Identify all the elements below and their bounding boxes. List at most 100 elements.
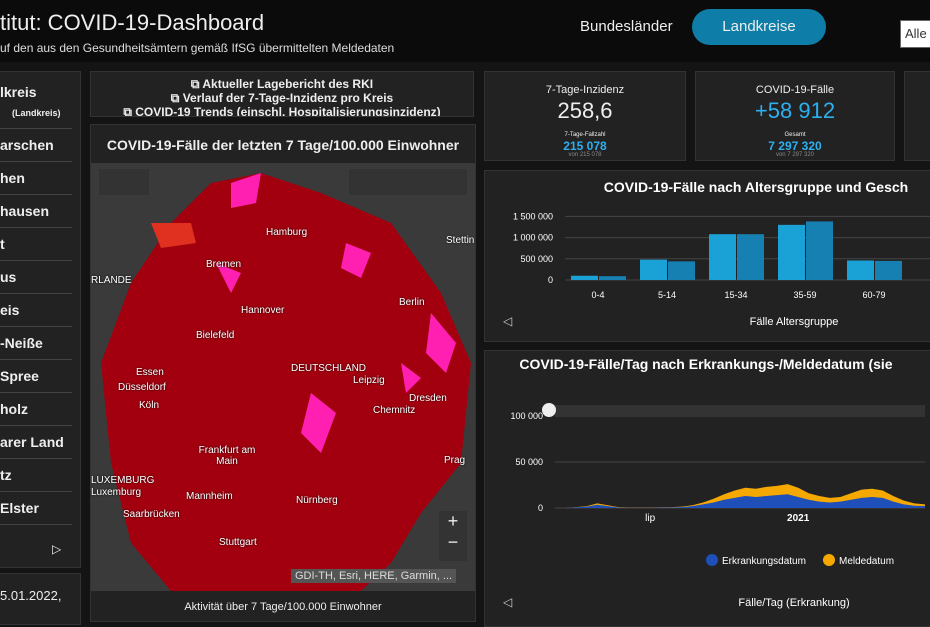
hotspot	[216, 173, 456, 453]
list-item[interactable]: arer Land	[0, 426, 72, 459]
x-tick-label: 15-34	[724, 290, 747, 300]
map-label: Dresden	[409, 393, 447, 404]
list-item[interactable]: us	[0, 261, 72, 294]
bar	[778, 224, 805, 280]
bar-panel	[484, 170, 930, 342]
y-tick-label: 100 000	[510, 411, 543, 421]
map-label: LUXEMBURG	[91, 475, 155, 486]
kpi-sub-small: von 215 078	[568, 152, 602, 158]
map-label: Berlin	[399, 297, 425, 308]
prev: ◁	[503, 314, 513, 328]
list-item[interactable]: eis	[0, 294, 72, 327]
country	[101, 173, 471, 591]
x-tick-label: 35-59	[793, 290, 816, 300]
kpi-sub-label: Gesamt	[784, 132, 806, 138]
map-label: Nürnberg	[296, 495, 338, 506]
kpi-sub-value: 215 078	[563, 139, 607, 153]
list: arschen hen hausen t us eis -Neiße Spree holz are…	[0, 128, 72, 525]
y-tick-label: 50 000	[515, 457, 543, 467]
chart-title: COVID-19-Fälle nach Altersgruppe und Ges…	[604, 179, 908, 195]
links: ⧉ Aktueller Lagebericht des RKI ⧉ Verlau…	[90, 71, 474, 117]
map-shapes	[101, 173, 471, 591]
date: 5.01.2022,	[0, 588, 62, 603]
map-footer: Aktivität über 7 Tage/100.000 Einwohner	[184, 601, 382, 613]
tab-active[interactable]: Landkreise	[692, 9, 826, 45]
legend-label: Erkrankungsdatum	[722, 556, 806, 567]
x-tick-label: 60-79	[862, 290, 885, 300]
bar	[847, 260, 874, 280]
map-label: Hamburg	[266, 227, 308, 238]
x-axis-label: Fälle/Tag (Erkrankung)	[738, 597, 849, 609]
legend-label: Meldedatum	[839, 556, 894, 567]
map-label: DEUTSCHLAND	[291, 363, 367, 374]
bar	[875, 260, 902, 280]
link-text: Aktueller Lagebericht des RKI	[202, 77, 374, 91]
kpi-card: COVID-19-Fälle +58 912 Gesamt 7 297 320 …	[695, 71, 895, 161]
y-tick-label: 500 000	[520, 254, 553, 264]
map-tools[interactable]	[99, 169, 149, 195]
zoom[interactable]: + −	[439, 511, 467, 561]
y-tick-label: 0	[548, 275, 553, 285]
area-panel	[484, 350, 930, 627]
y-tick-label: 0	[538, 503, 543, 513]
kpi-card	[904, 71, 930, 161]
list-item[interactable]: tz	[0, 459, 72, 492]
list-item[interactable]: holz	[0, 393, 72, 426]
list-item[interactable]: hausen	[0, 195, 72, 228]
badge: (Landkreis)	[12, 108, 61, 118]
list-item[interactable]: arschen	[0, 129, 72, 162]
legend-swatch	[823, 554, 835, 566]
region	[151, 223, 196, 248]
map-label: Luxemburg	[91, 487, 142, 498]
x-tick-label: 2021	[787, 513, 810, 524]
map-label: Mannheim	[186, 491, 233, 502]
attribution: GDI-TH, Esri, HERE, Garmin, ...	[291, 569, 457, 583]
map-label: Frankfurt am Main	[198, 445, 256, 467]
bar	[668, 261, 695, 280]
list-item[interactable]: Spree	[0, 360, 72, 393]
kpi-title: 7-Tage-Inzidenz	[545, 84, 625, 96]
map-label: Leipzig	[353, 375, 385, 386]
kpi-value: 258,6	[557, 98, 613, 123]
prev: ◁	[503, 595, 513, 609]
x-tick-label: lip	[645, 513, 655, 524]
x-axis-label: Fälle Altersgruppe	[750, 316, 839, 328]
kpi-sub-value: 7 297 320	[768, 139, 822, 153]
sidebar-title: lkreis	[0, 84, 37, 100]
map-label: Stettin	[446, 235, 475, 246]
map-label: Bremen	[206, 259, 242, 270]
kpi-title: COVID-19-Fälle	[755, 84, 835, 96]
link-text: Verlauf der 7-Tage-Inzidenz pro Kreis	[182, 91, 394, 105]
map-label: Bielefeld	[196, 330, 235, 341]
link[interactable]: ⧉ Verlauf der 7-Tage-Inzidenz pro Kreis	[170, 91, 394, 105]
dropdown[interactable]: Alle I	[900, 20, 930, 48]
map-label: RLANDE	[91, 275, 132, 286]
tab[interactable]: Bundesländer	[580, 18, 673, 35]
list-item[interactable]: -Neiße	[0, 327, 72, 360]
list-item[interactable]: hen	[0, 162, 72, 195]
chart-title: COVID-19-Fälle/Tag nach Erkrankungs-/Mel…	[519, 356, 892, 372]
link[interactable]: ⧉ COVID-19 Trends (einschl. Hospitalisie…	[123, 105, 441, 117]
link-text: COVID-19 Trends (einschl. Hospitalisieru…	[135, 105, 441, 117]
header: titut: COVID-19-Dashboard uf den aus den…	[0, 0, 930, 62]
list-item[interactable]: t	[0, 228, 72, 261]
x-tick-label: 5-14	[658, 290, 676, 300]
map[interactable]: + − GDI-TH, Esri, HERE, Garmin, ... Hambu…	[91, 163, 475, 591]
area	[555, 494, 925, 508]
y-tick-label: 1 000 000	[513, 233, 553, 243]
kpi-value: +58 912	[754, 98, 836, 123]
bar	[737, 234, 764, 280]
bar	[599, 276, 626, 280]
legend-swatch	[706, 554, 718, 566]
list-item[interactable]: Elster	[0, 492, 72, 525]
bar	[709, 234, 736, 280]
map-toolbar[interactable]	[349, 169, 467, 195]
map-label: Chemnitz	[373, 405, 416, 416]
kpi-sub-small: von 7 297 320	[775, 152, 815, 158]
bar	[571, 275, 598, 280]
link[interactable]: ⧉ Aktueller Lagebericht des RKI	[190, 77, 374, 91]
kpi-card: 7-Tage-Inzidenz 258,6 7-Tage-Fallzahl 21…	[484, 71, 686, 161]
next[interactable]: ▷	[52, 542, 62, 556]
